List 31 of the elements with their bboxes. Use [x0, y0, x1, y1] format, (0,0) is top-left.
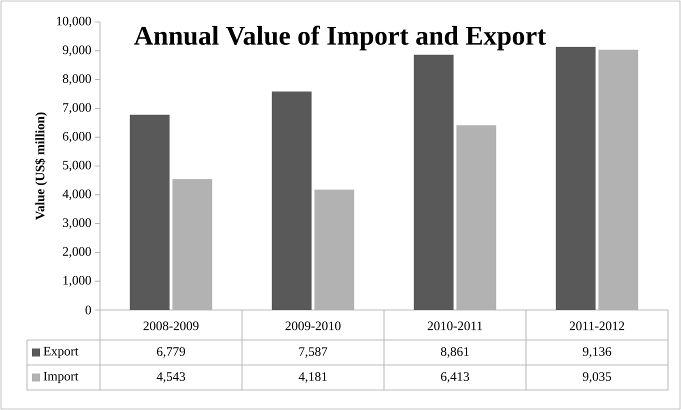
y-tick-label: 8,000: [62, 74, 91, 85]
y-tick-label: 1,000: [63, 276, 91, 287]
y-tick-label: 4,000: [62, 190, 91, 200]
legend-label: Export: [44, 346, 78, 358]
bar: [414, 54, 454, 310]
y-axis-title: Value (US$ million): [34, 112, 48, 220]
data-label: 9,035: [582, 372, 612, 383]
bar: [556, 46, 596, 310]
y-tick-label: 0: [86, 306, 91, 314]
x-tick-label: 2011-2012: [570, 322, 624, 330]
chart-title: Annual Value of Import and Export: [134, 26, 546, 50]
y-tick-label: 9,000: [62, 46, 91, 56]
y-tick-label: 3,000: [62, 218, 91, 229]
data-label: 6,779: [156, 347, 186, 358]
y-tick-label: 2,000: [62, 247, 91, 258]
bar: [130, 114, 170, 310]
data-label: 8,861: [440, 347, 469, 358]
data-label: 4,543: [156, 372, 186, 383]
data-label: 6,413: [440, 372, 470, 383]
y-tick-label: 6,000: [62, 132, 91, 143]
y-tick-label: 10,000: [57, 16, 91, 28]
y-tick-label: 7,000: [63, 103, 91, 114]
bar: [272, 91, 312, 310]
x-tick-label: 2010-2011: [428, 322, 482, 330]
data-label: 4,181: [298, 372, 327, 383]
data-label: 7,587: [299, 347, 328, 358]
data-label: 9,136: [582, 347, 612, 358]
x-tick-label: 2009-2010: [286, 322, 341, 330]
legend-label: Import: [44, 372, 78, 384]
x-tick-label: 2008-2009: [144, 322, 199, 330]
y-tick-label: 5,000: [63, 160, 91, 172]
